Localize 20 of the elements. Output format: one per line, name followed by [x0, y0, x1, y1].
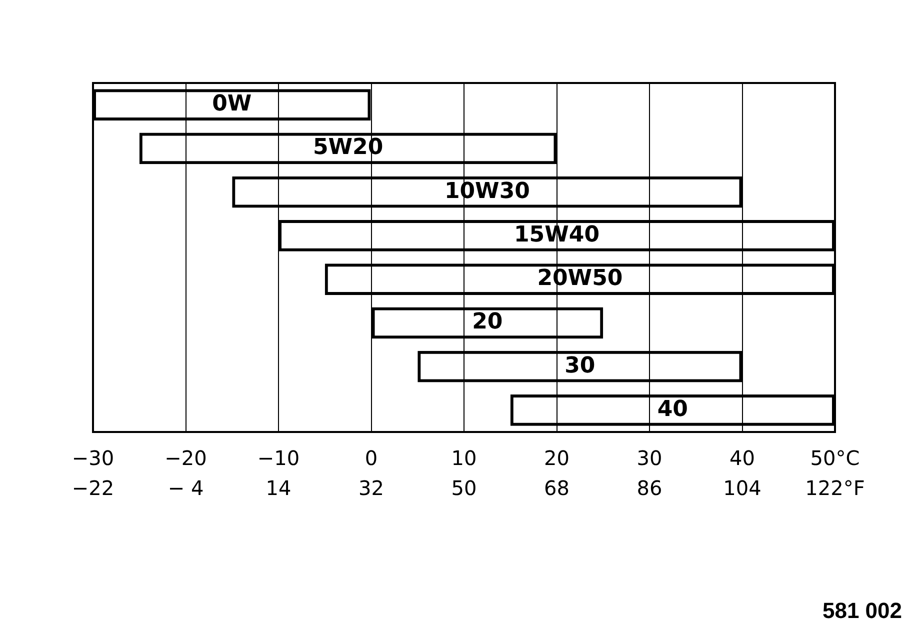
x-tick-label: 40 — [730, 446, 755, 470]
x-tick-label: 0 — [364, 446, 378, 470]
y-tick-label: 30 — [564, 353, 596, 378]
x-tick-label: 50°C — [810, 446, 860, 470]
x-tick-label: −10 — [257, 446, 300, 470]
x-tick-label: −30 — [72, 446, 114, 470]
x2-tick-label: −22 — [72, 476, 114, 500]
x-tick-label: 30 — [636, 446, 662, 470]
x-tick-label: 10 — [451, 446, 477, 470]
x2-tick-label: 86 — [636, 476, 662, 500]
x2-tick-label: 68 — [544, 476, 570, 500]
y-tick-label: 0W — [212, 92, 252, 117]
x2-tick-label: 122°F — [805, 476, 865, 500]
x2-tick-label: 104 — [723, 476, 762, 500]
text: 581 002 — [822, 598, 902, 624]
x2-tick-label: 14 — [266, 476, 292, 500]
x2-tick-label: 50 — [451, 476, 477, 500]
x-tick-label: −20 — [164, 446, 207, 470]
x2-tick-label: − 4 — [168, 476, 204, 500]
x2-tick-label: 32 — [358, 476, 384, 500]
